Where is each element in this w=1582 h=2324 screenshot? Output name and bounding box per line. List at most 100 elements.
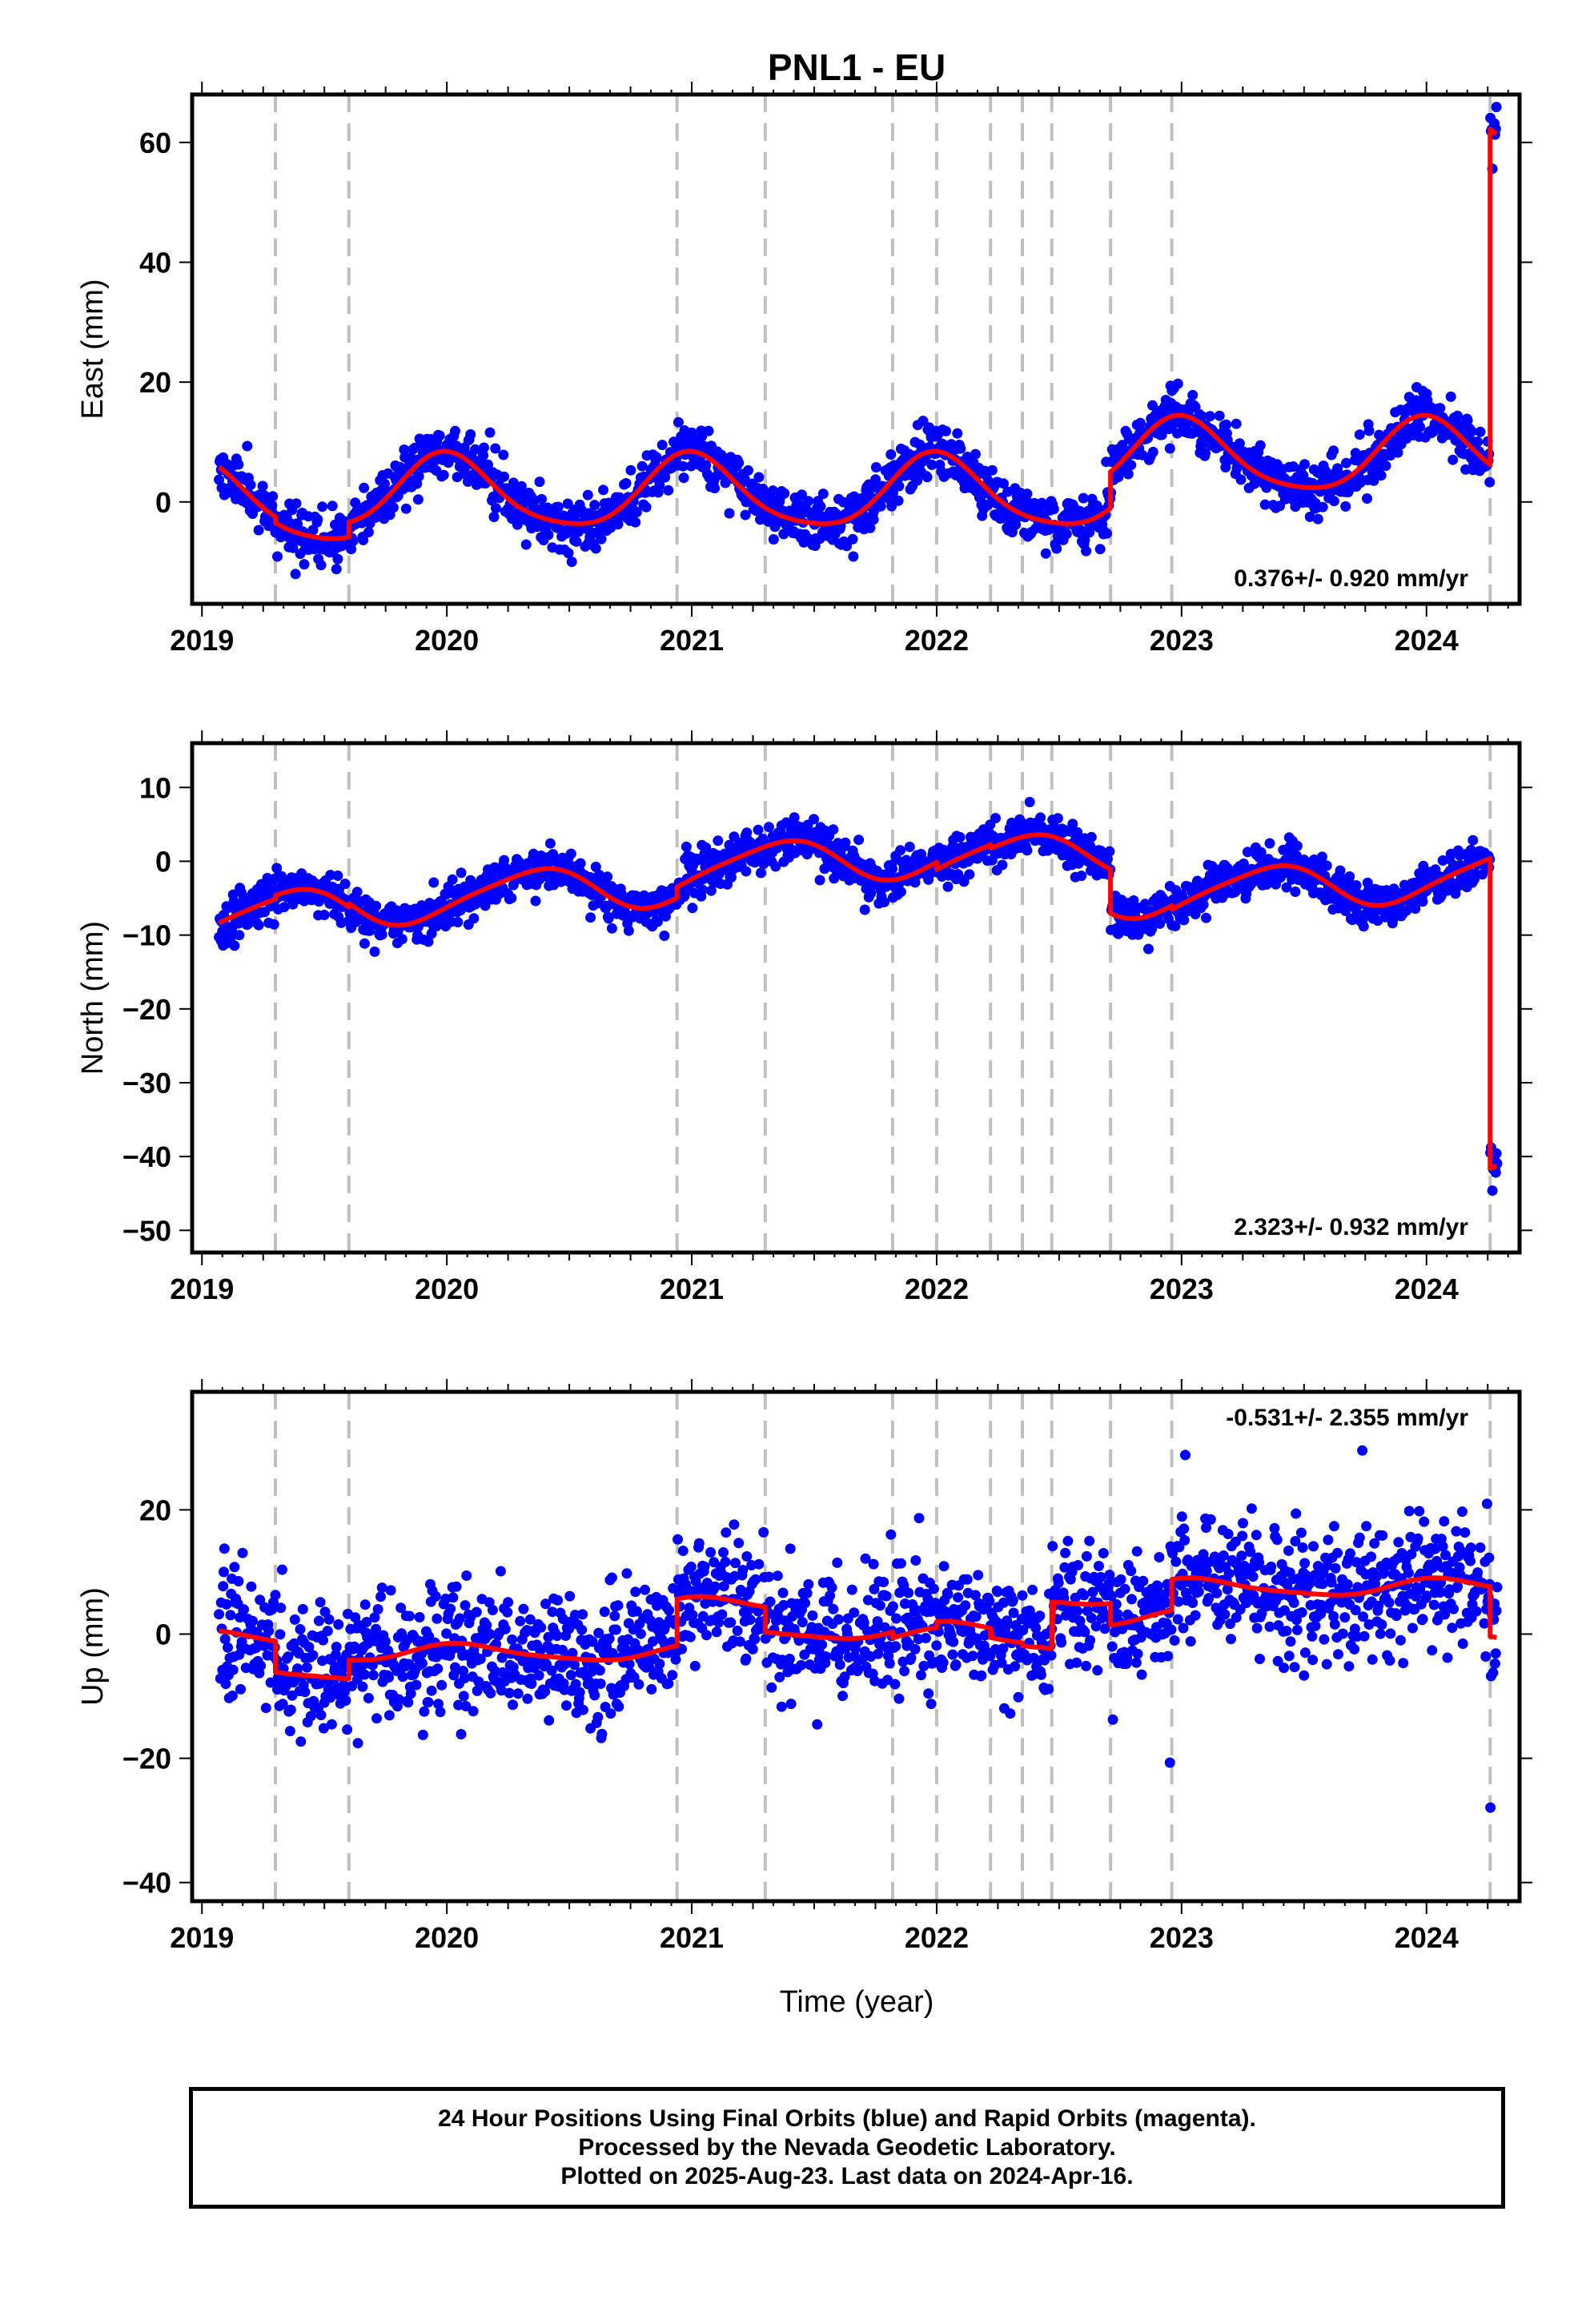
- east-point: [698, 440, 709, 452]
- east-point: [589, 500, 600, 511]
- north-point: [964, 869, 975, 880]
- east-y-tick-label: 60: [139, 127, 171, 159]
- up-point: [920, 1633, 931, 1643]
- up-point: [667, 1670, 678, 1681]
- east-point: [912, 475, 922, 486]
- east-point: [499, 471, 510, 482]
- up-point: [646, 1683, 657, 1695]
- up-point: [960, 1600, 971, 1611]
- up-point: [255, 1660, 267, 1671]
- east-point: [779, 488, 790, 499]
- up-point: [496, 1685, 507, 1696]
- up-point: [432, 1663, 444, 1675]
- north-model-line: [218, 832, 1498, 1172]
- up-point: [361, 1617, 372, 1627]
- up-point: [435, 1707, 446, 1718]
- east-point: [767, 485, 778, 497]
- up-point: [909, 1643, 921, 1655]
- east-point: [1317, 501, 1328, 513]
- up-point: [259, 1640, 270, 1651]
- north-point: [809, 814, 819, 825]
- up-point: [219, 1566, 229, 1578]
- east-point: [267, 491, 279, 502]
- up-point: [741, 1551, 753, 1562]
- east-x-tick-label: 2019: [170, 624, 234, 657]
- north-point: [339, 879, 351, 890]
- up-point: [270, 1590, 281, 1601]
- up-point: [928, 1583, 939, 1594]
- up-point: [962, 1574, 973, 1585]
- up-point: [359, 1669, 370, 1680]
- east-point: [1164, 443, 1175, 454]
- north-y-tick-label: −10: [122, 919, 171, 952]
- east-point: [1380, 460, 1391, 472]
- up-point: [246, 1581, 257, 1592]
- chart-title: PNL1 - EU: [768, 46, 946, 88]
- east-point: [465, 429, 476, 440]
- east-point: [685, 460, 697, 472]
- up-point: [423, 1697, 434, 1708]
- north-point: [755, 867, 766, 879]
- up-point: [948, 1636, 959, 1647]
- north-point: [1321, 860, 1332, 871]
- north-point: [1281, 882, 1292, 893]
- north-point: [1491, 1148, 1502, 1159]
- up-point: [295, 1624, 306, 1634]
- up-point: [577, 1704, 588, 1715]
- north-y-tick-label: −40: [122, 1140, 171, 1173]
- up-point: [367, 1670, 379, 1681]
- north-point: [1170, 920, 1181, 931]
- east-point: [242, 440, 253, 452]
- north-point: [590, 862, 601, 872]
- east-point: [451, 440, 462, 452]
- north-point: [1344, 871, 1355, 882]
- up-point: [766, 1682, 777, 1693]
- up-point: [689, 1660, 701, 1671]
- east-point: [887, 488, 898, 499]
- north-point: [1024, 797, 1035, 807]
- up-point: [926, 1699, 937, 1710]
- up-point: [606, 1572, 617, 1583]
- up-point: [458, 1691, 469, 1702]
- east-point: [399, 444, 410, 455]
- north-point: [1086, 831, 1097, 842]
- east-point: [1475, 426, 1486, 437]
- east-point: [571, 536, 582, 547]
- north-point: [530, 895, 541, 907]
- east-point: [566, 557, 577, 567]
- north-x-tick-label: 2023: [1150, 1273, 1214, 1305]
- north-rate-label: 2.323+/- 0.932 mm/yr: [1234, 1214, 1468, 1240]
- north-point: [958, 876, 970, 887]
- east-point: [893, 480, 905, 492]
- north-point: [1052, 813, 1063, 824]
- east-point: [1040, 548, 1051, 559]
- east-point: [1447, 454, 1459, 465]
- up-point: [233, 1576, 244, 1586]
- up-point: [503, 1597, 514, 1608]
- east-point: [703, 425, 714, 436]
- north-point: [986, 854, 998, 866]
- north-points: [214, 797, 1503, 1196]
- up-point: [331, 1642, 342, 1652]
- east-point: [1205, 411, 1215, 422]
- up-point: [405, 1688, 416, 1699]
- east-point: [534, 476, 545, 488]
- up-point: [604, 1633, 615, 1644]
- up-point: [599, 1606, 610, 1618]
- up-point: [699, 1561, 710, 1572]
- up-point: [255, 1594, 266, 1606]
- up-point: [502, 1606, 513, 1618]
- east-points: [214, 102, 1502, 580]
- up-point: [893, 1693, 905, 1704]
- east-point: [1328, 496, 1339, 507]
- north-point: [606, 923, 617, 934]
- east-y-axis-label: East (mm): [76, 279, 110, 419]
- up-point: [849, 1607, 860, 1618]
- up-point: [323, 1614, 335, 1625]
- north-point: [942, 881, 954, 892]
- up-point: [721, 1527, 732, 1538]
- north-point: [506, 892, 517, 903]
- up-point: [522, 1693, 533, 1704]
- up-point: [750, 1574, 761, 1585]
- up-point: [460, 1600, 471, 1611]
